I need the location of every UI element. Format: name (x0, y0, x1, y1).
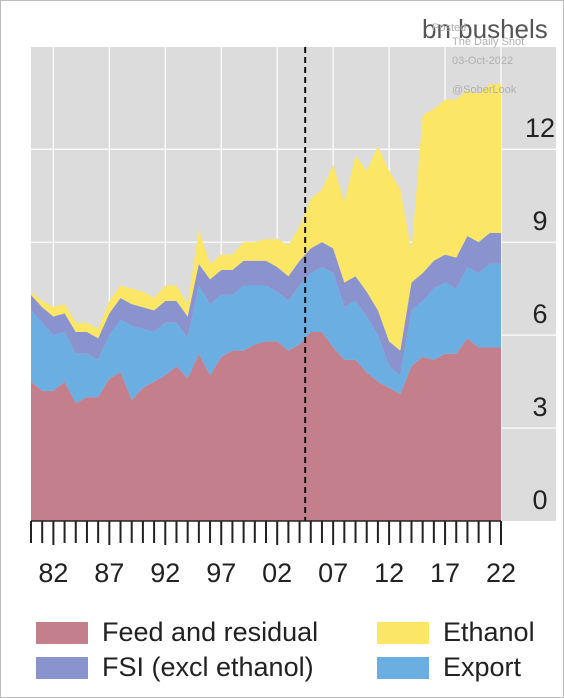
legend-item-feed: Feed and residual (36, 617, 318, 648)
area-ethanol (31, 84, 501, 351)
legend-item-export: Export (377, 652, 521, 683)
x-tick-label: 97 (206, 558, 236, 588)
y-tick-label: 3 (532, 392, 547, 422)
unit-label: bn bushels (422, 14, 548, 44)
y-tick-label: 9 (532, 206, 547, 236)
watermark-date: 03-Oct-2022 (452, 55, 514, 67)
x-tick-label: 17 (430, 558, 460, 588)
x-tick-label: 82 (38, 558, 68, 588)
x-tick-label: 12 (374, 558, 404, 588)
legend-label-fsi: FSI (excl ethanol) (102, 652, 314, 682)
area-feed (31, 332, 501, 521)
legend-label-export: Export (443, 652, 522, 682)
y-tick-label: 6 (532, 299, 547, 329)
x-tick-label: 92 (150, 558, 180, 588)
x-tick-label: 02 (262, 558, 292, 588)
legend-item-fsi: FSI (excl ethanol) (36, 652, 314, 683)
area-fsi (31, 232, 501, 376)
legend-swatch-feed (36, 621, 88, 644)
legend-swatch-fsi (36, 656, 88, 679)
y-tick-label: 12 (525, 113, 555, 143)
legend-swatch-export (377, 656, 429, 679)
x-tick-label: 07 (318, 558, 348, 588)
watermark-source: The Daily Shot (452, 36, 525, 48)
area-export (31, 263, 501, 404)
legend-swatch-ethanol (377, 621, 429, 644)
watermark-handle: @SoberLook (452, 84, 517, 96)
x-tick-label: 87 (94, 558, 124, 588)
legend-label-ethanol: Ethanol (443, 617, 535, 647)
legend-item-ethanol: Ethanol (377, 617, 535, 648)
legend-label-feed: Feed and residual (102, 617, 319, 647)
watermark-posted: Posted (432, 22, 467, 34)
y-tick-label: 0 (532, 485, 547, 515)
x-tick-label: 22 (486, 558, 516, 588)
